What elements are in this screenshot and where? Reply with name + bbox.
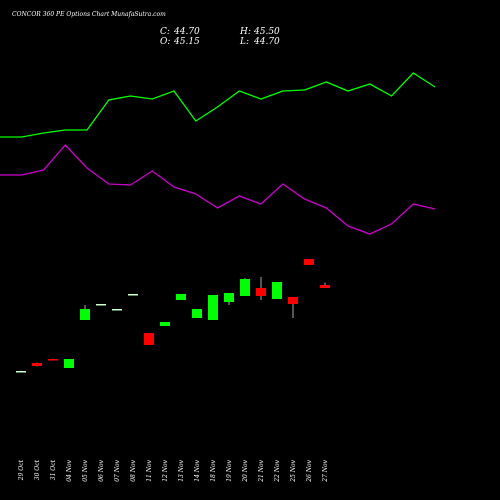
candle-body bbox=[16, 371, 26, 373]
x-tick-label: 30 Oct bbox=[34, 459, 41, 480]
stat-value: 45.50 bbox=[253, 27, 280, 37]
candle-body bbox=[256, 288, 266, 296]
candle-body bbox=[144, 333, 154, 345]
x-tick-label: 11 Nov bbox=[146, 459, 153, 481]
x-tick-label: 19 Nov bbox=[226, 459, 233, 481]
candle-body bbox=[176, 294, 186, 300]
chart-title: CONCOR 360 PE Options Chart MunafaSutra.… bbox=[12, 11, 166, 18]
x-tick-label: 06 Nov bbox=[98, 459, 105, 481]
x-tick-label: 25 Nov bbox=[290, 459, 297, 482]
x-tick-label: 21 Nov bbox=[258, 459, 265, 482]
x-tick-label: 12 Nov bbox=[162, 459, 169, 481]
indicator-line bbox=[0, 144, 436, 235]
candle-body bbox=[272, 282, 282, 299]
candle-body bbox=[224, 293, 234, 302]
candle-body bbox=[192, 309, 202, 318]
stat-label: C: bbox=[160, 27, 170, 37]
candle-body bbox=[160, 322, 170, 326]
x-tick-label: 07 Nov bbox=[114, 459, 121, 481]
candle-body bbox=[96, 304, 106, 306]
candle-body bbox=[80, 309, 90, 320]
candle-body bbox=[208, 295, 218, 320]
x-tick-label: 05 Nov bbox=[82, 459, 89, 481]
candle-body bbox=[288, 297, 298, 304]
x-tick-label: 08 Nov bbox=[130, 459, 137, 481]
x-tick-label: 26 Nov bbox=[306, 459, 313, 482]
x-tick-label: 13 Nov bbox=[178, 459, 185, 481]
x-tick-label: 20 Nov bbox=[242, 459, 249, 482]
stat-value: 45.15 bbox=[173, 37, 200, 47]
candle-body bbox=[64, 359, 74, 368]
stat-value: 44.70 bbox=[173, 27, 200, 37]
candle-body bbox=[304, 259, 314, 265]
candle-body bbox=[32, 363, 42, 366]
x-tick-label: 27 Nov bbox=[322, 459, 329, 482]
candle-body bbox=[112, 309, 122, 311]
stat-label: H: bbox=[239, 27, 251, 37]
indicator-line bbox=[0, 72, 436, 138]
stat-label: O: bbox=[160, 37, 170, 47]
stat-label: L: bbox=[239, 37, 249, 47]
stat-value: 44.70 bbox=[253, 37, 280, 47]
x-tick-label: 22 Nov bbox=[274, 459, 281, 482]
x-tick-label: 31 Oct bbox=[50, 459, 57, 480]
candle-body bbox=[128, 294, 138, 296]
x-tick-label: 29 Oct bbox=[18, 459, 25, 481]
x-tick-label: 14 Nov bbox=[194, 459, 201, 481]
candle-body bbox=[320, 285, 330, 288]
candle-body bbox=[240, 279, 250, 296]
candle-body bbox=[48, 359, 58, 361]
x-tick-label: 18 Nov bbox=[210, 459, 217, 481]
x-tick-label: 04 Nov bbox=[66, 459, 73, 481]
